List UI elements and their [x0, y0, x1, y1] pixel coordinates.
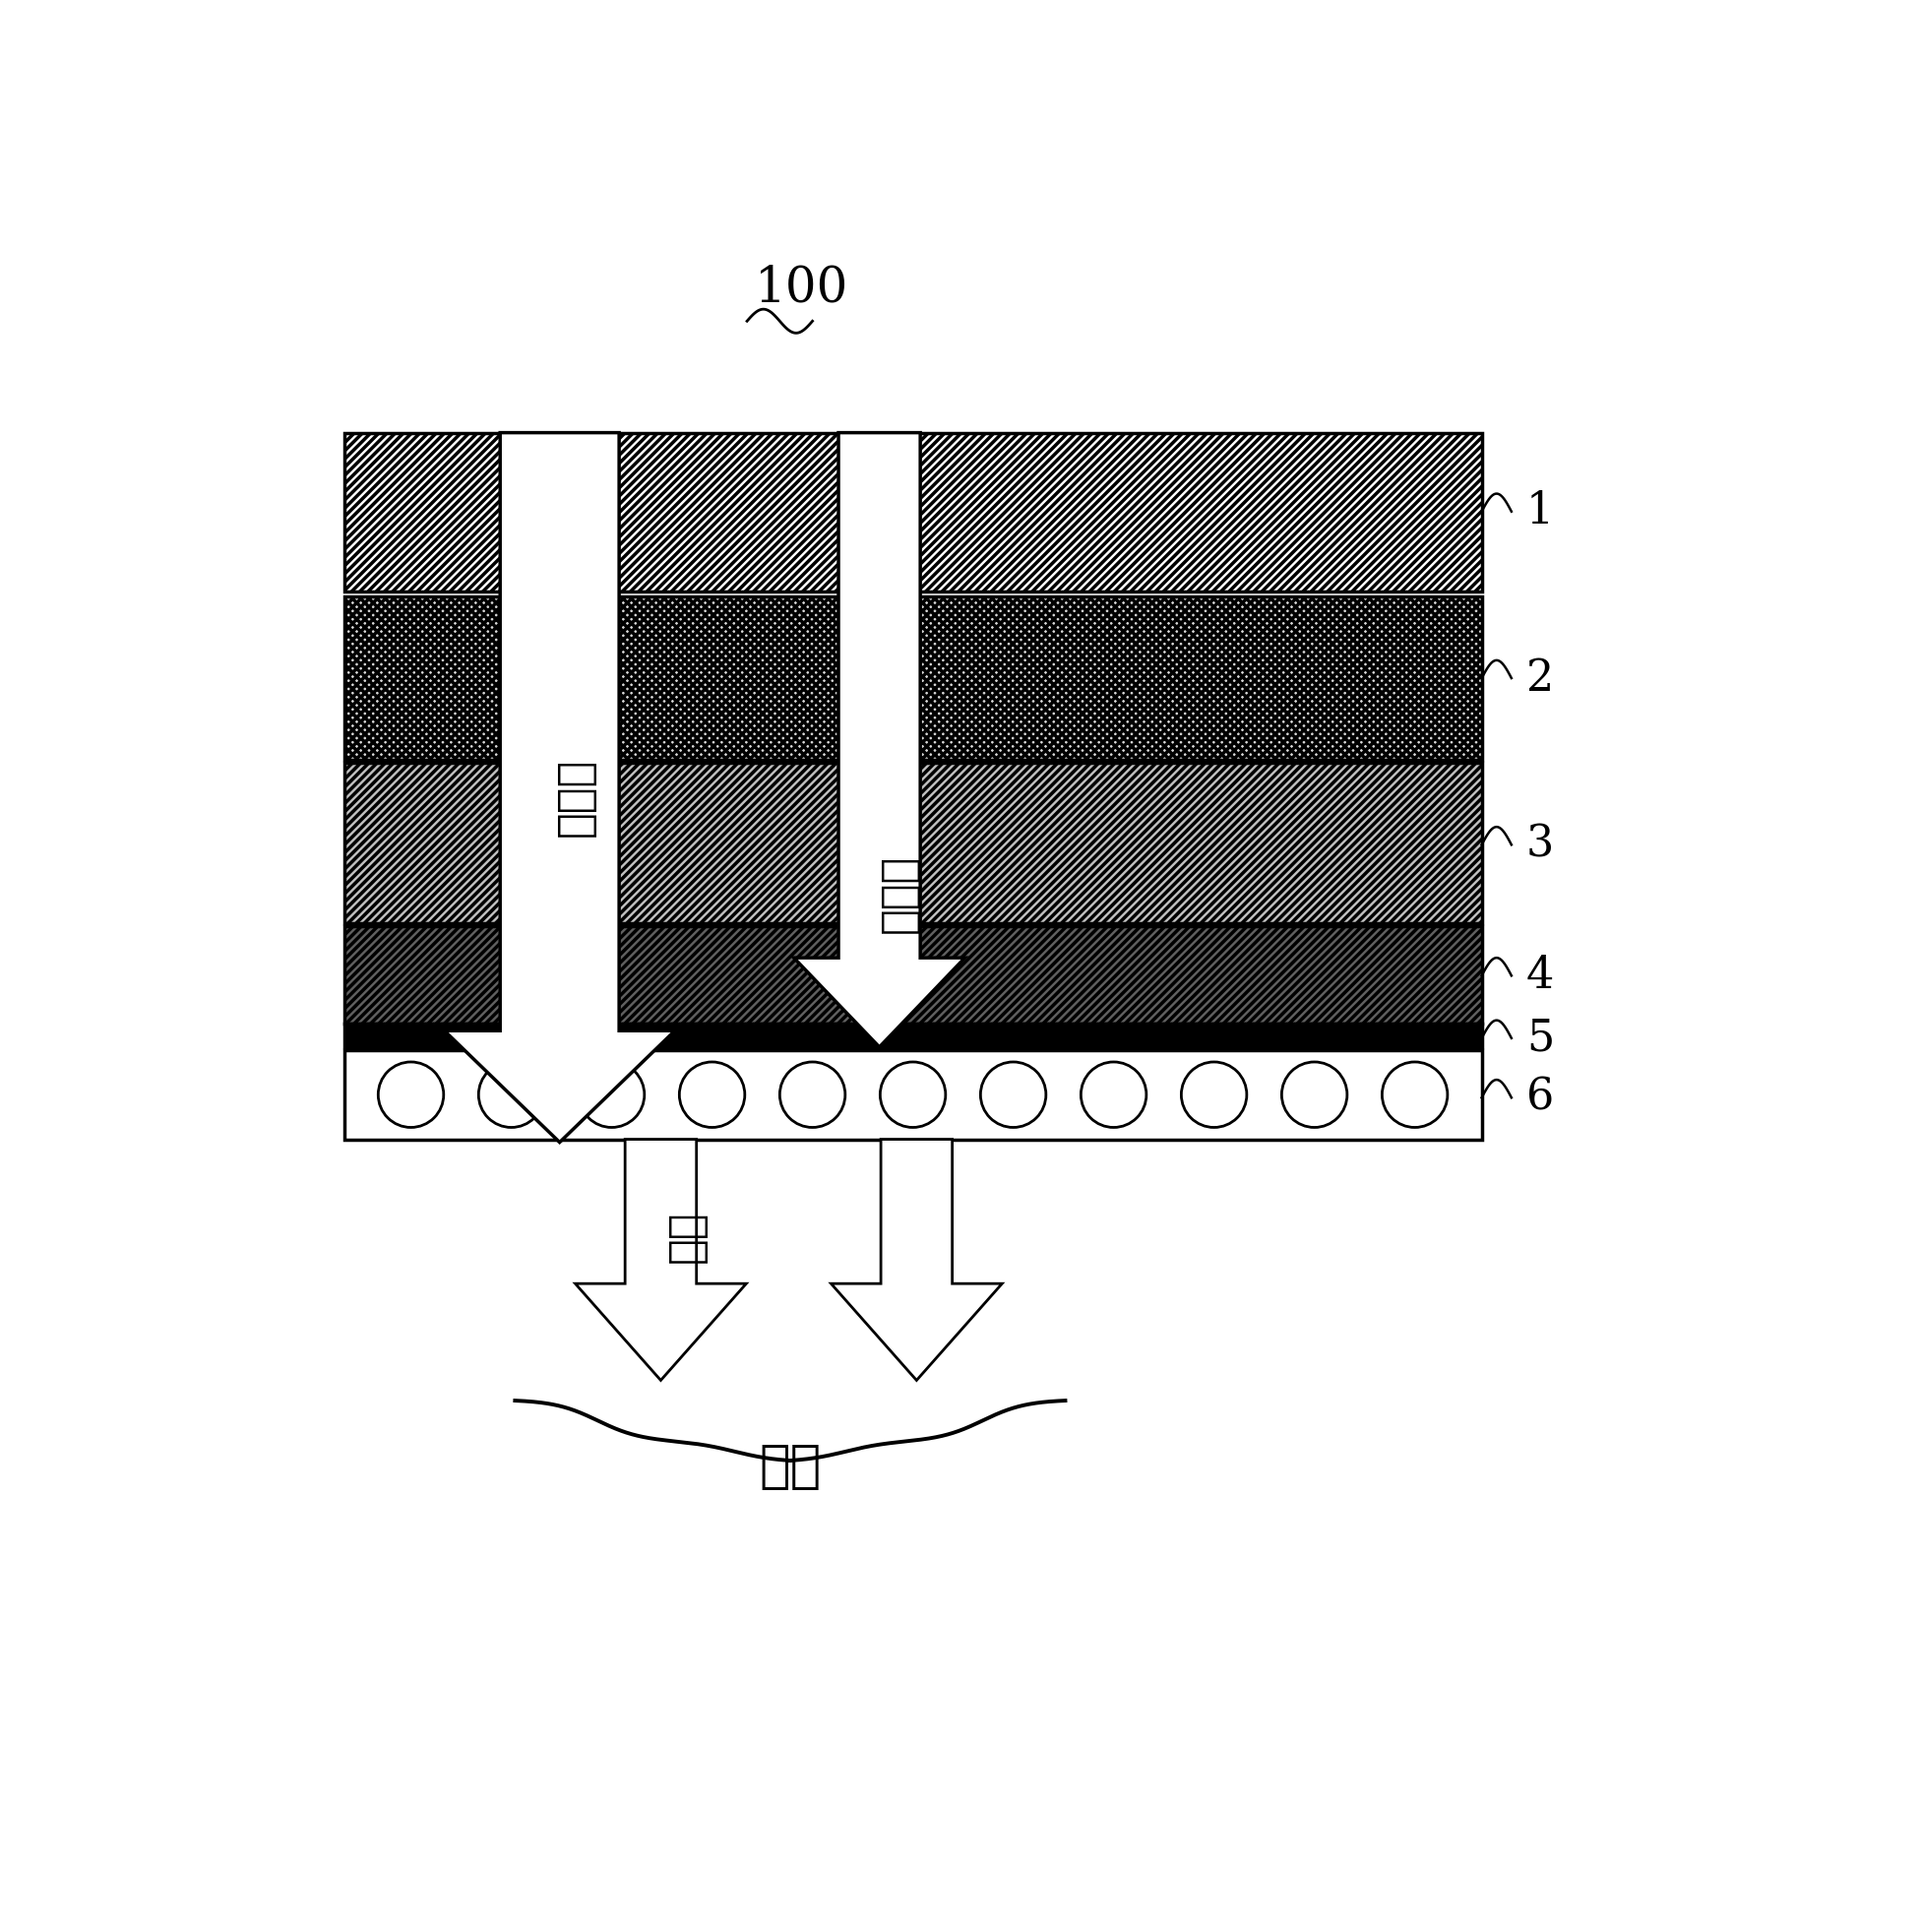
Bar	[344, 433, 1481, 591]
Text: 2: 2	[1526, 657, 1554, 699]
Text: 光蓝: 光蓝	[664, 1209, 708, 1262]
Text: 3: 3	[1526, 823, 1554, 866]
Bar	[344, 597, 1481, 759]
Text: 100: 100	[754, 265, 848, 313]
Text: 白光: 白光	[760, 1441, 821, 1492]
Text: 1: 1	[1526, 491, 1554, 533]
Text: 6: 6	[1526, 1076, 1554, 1119]
Polygon shape	[794, 433, 965, 1047]
Bar	[344, 1051, 1481, 1140]
Bar	[344, 1024, 1481, 1047]
Polygon shape	[445, 433, 675, 1142]
Polygon shape	[576, 1140, 746, 1379]
Text: 4: 4	[1526, 954, 1554, 997]
Bar	[344, 927, 1481, 1024]
Text: 光绿红: 光绿红	[877, 854, 919, 933]
Polygon shape	[831, 1140, 1002, 1379]
Text: 5: 5	[1526, 1016, 1554, 1059]
Bar	[344, 763, 1481, 923]
Text: 光绿红: 光绿红	[553, 757, 595, 837]
